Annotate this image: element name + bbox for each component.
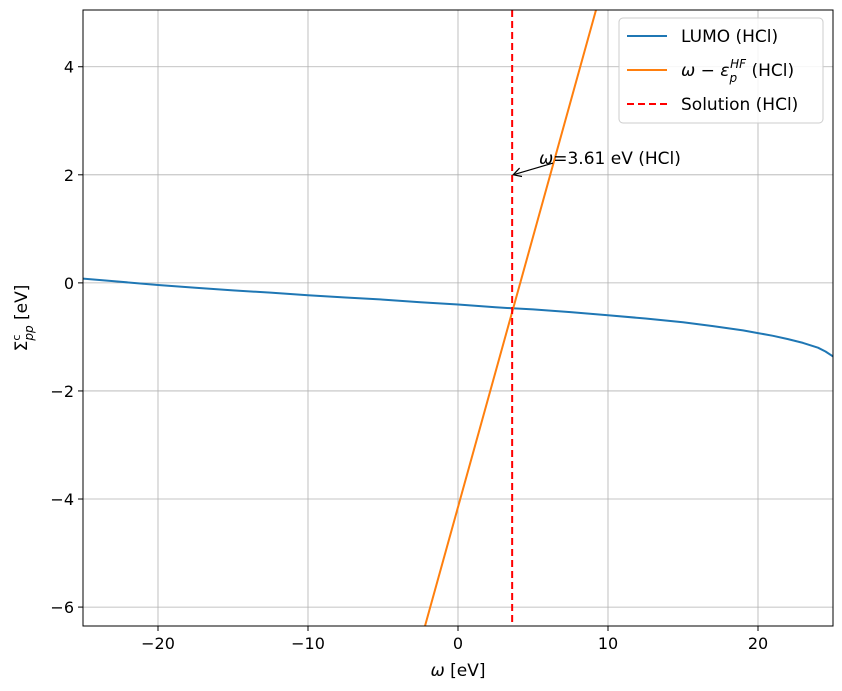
y-tick-label: −2: [50, 382, 74, 401]
legend-omega-sub: p: [728, 71, 737, 85]
legend: LUMO (HCl) ω − εpHF (HCl) Solution (HCl): [618, 17, 824, 124]
legend-omega-sup: HF: [730, 57, 747, 71]
y-tick-label: −6: [50, 598, 74, 617]
grid-lines: [83, 10, 833, 626]
annotation-value: =3.61 eV (HCl): [553, 149, 681, 169]
legend-omega-suffix: (HCl): [746, 61, 794, 81]
y-tick-label: 4: [64, 58, 74, 77]
x-axis-label: ω [eV]: [430, 661, 485, 681]
x-tick-label: 0: [453, 634, 463, 653]
legend-omega-symbol: ω − ε: [681, 61, 729, 81]
solution-annotation: ω=3.61 eV (HCl): [512, 149, 681, 178]
x-tick-label: −20: [141, 634, 175, 653]
y-axis-label: Σcpp [eV]: [10, 285, 36, 352]
legend-label-solution: Solution (HCl): [681, 95, 798, 115]
x-axis-label-symbol: ω: [430, 661, 444, 681]
y-axis-label-unit: [eV]: [12, 285, 32, 326]
x-tick-label: −10: [291, 634, 325, 653]
plot-series: [83, 10, 833, 626]
x-tick-label: 10: [598, 634, 618, 653]
series-lumo-line: [83, 277, 833, 358]
x-tick-label: 20: [748, 634, 768, 653]
legend-label-lumo: LUMO (HCl): [681, 27, 778, 47]
annotation-arrowhead: [512, 167, 523, 178]
x-axis-label-unit: [eV]: [445, 661, 486, 681]
y-tick-label: 0: [64, 274, 74, 293]
legend-box: [618, 17, 824, 124]
annotation-text: ω=3.61 eV (HCl): [539, 149, 681, 169]
annotation-arrow: [512, 162, 554, 176]
legend-label-omega: ω − εpHF (HCl): [681, 57, 794, 85]
y-tick-label: 2: [64, 166, 74, 185]
y-axis-label-sup: c: [10, 335, 23, 341]
series-omega-line: [424, 10, 597, 626]
y-axis-label-sub: pp: [22, 325, 36, 342]
y-axis-label-symbol: Σ: [12, 341, 32, 352]
y-tick-label: −4: [50, 490, 74, 509]
annotation-symbol: ω: [539, 149, 553, 169]
